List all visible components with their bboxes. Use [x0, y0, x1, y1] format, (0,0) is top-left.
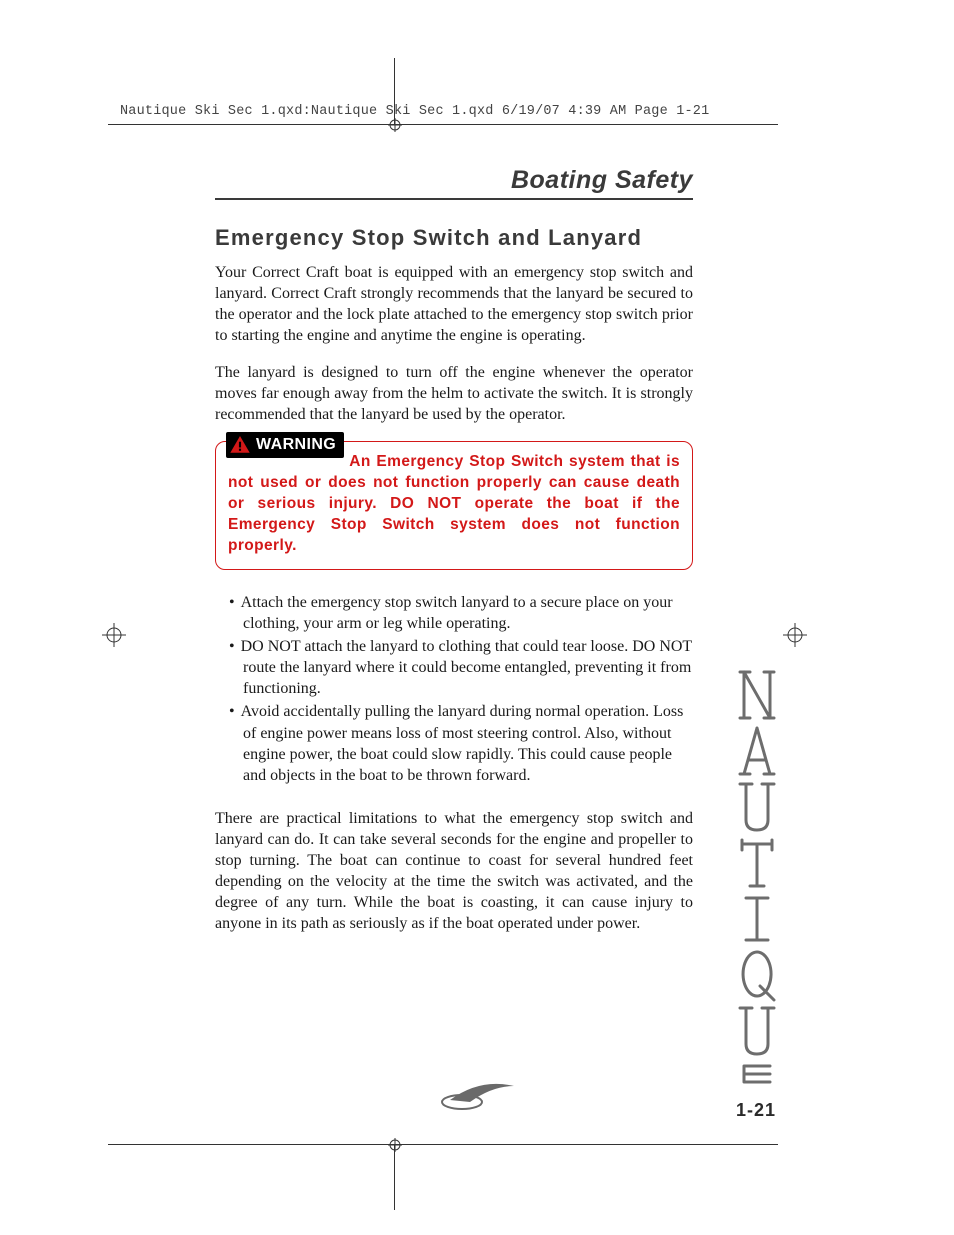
brand-vertical-logo: [736, 670, 778, 1090]
title-rule: [215, 198, 693, 200]
crop-target-icon: [388, 118, 402, 137]
footer-swoosh-icon: [440, 1076, 520, 1119]
bullet-list: Attach the emergency stop switch lanyard…: [215, 592, 693, 786]
section-heading: Emergency Stop Switch and Lanyard: [215, 224, 693, 252]
prepress-header: Nautique Ski Sec 1.qxd:Nautique Ski Sec …: [120, 104, 709, 119]
crop-line: [108, 1144, 778, 1145]
warning-badge: WARNING: [226, 432, 344, 458]
warning-callout: WARNING An Emergency Stop Switch system …: [215, 441, 693, 570]
content-area: Boating Safety Emergency Stop Switch and…: [215, 166, 693, 951]
document-page: Nautique Ski Sec 1.qxd:Nautique Ski Sec …: [0, 0, 954, 1235]
crop-line: [394, 58, 395, 124]
registration-mark-icon: [102, 623, 126, 652]
warning-body: An Emergency Stop Switch system that is …: [228, 453, 680, 554]
registration-mark-icon: [783, 623, 807, 652]
warning-badge-label: WARNING: [256, 434, 336, 456]
list-item: Avoid accidentally pulling the lanyard d…: [229, 701, 693, 785]
crop-line: [108, 124, 778, 125]
page-number: 1-21: [736, 1100, 776, 1121]
list-item: DO NOT attach the lanyard to clothing th…: [229, 636, 693, 699]
list-item: Attach the emergency stop switch lanyard…: [229, 592, 693, 634]
body-paragraph: The lanyard is designed to turn off the …: [215, 362, 693, 425]
body-paragraph: There are practical limitations to what …: [215, 808, 693, 935]
body-paragraph: Your Correct Craft boat is equipped with…: [215, 262, 693, 346]
page-title: Boating Safety: [215, 166, 693, 195]
crop-target-icon: [388, 1138, 402, 1157]
alert-triangle-icon: [230, 436, 250, 454]
warning-text: WARNING An Emergency Stop Switch system …: [228, 452, 680, 557]
